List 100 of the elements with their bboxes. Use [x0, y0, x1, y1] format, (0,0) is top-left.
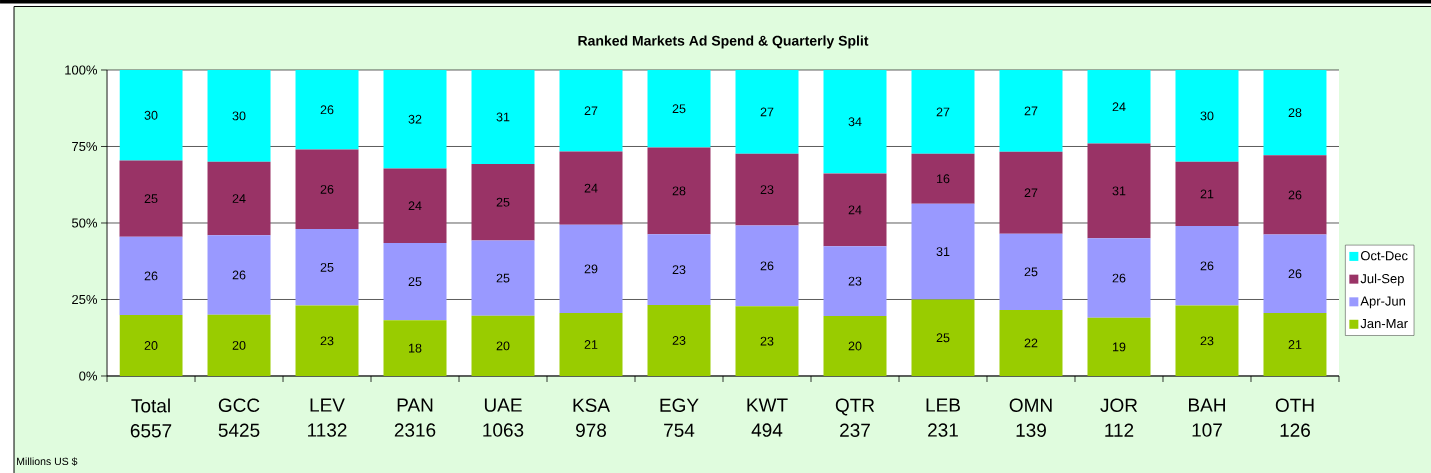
- data-label: 23: [672, 265, 686, 275]
- x-tick-label: LEB 231: [926, 398, 960, 437]
- bar: [383, 320, 447, 376]
- data-label: 20: [232, 340, 246, 350]
- bar: [559, 224, 623, 313]
- bar: [911, 153, 975, 204]
- data-label: 19: [1113, 342, 1126, 352]
- bar: [1175, 226, 1239, 306]
- bar: [647, 147, 711, 235]
- data-label: 26: [320, 105, 334, 115]
- data-label: 25: [144, 194, 158, 204]
- data-label: 24: [1112, 102, 1126, 112]
- data-label: 21: [1288, 340, 1302, 349]
- bar: [559, 312, 623, 376]
- bar: [471, 240, 535, 316]
- bar: [1263, 155, 1327, 235]
- bar: [911, 203, 975, 300]
- data-label: 23: [1200, 336, 1214, 346]
- data-label: 28: [1288, 108, 1302, 118]
- bar: [295, 229, 359, 306]
- data-label: 23: [848, 276, 862, 286]
- bar: [1087, 238, 1151, 318]
- data-label: 23: [760, 185, 774, 195]
- x-tick-label: UAE 1063: [483, 398, 524, 437]
- data-label: 20: [144, 341, 158, 350]
- data-label: 26: [1112, 273, 1126, 283]
- data-label: 31: [496, 112, 510, 122]
- bar: [383, 242, 447, 321]
- data-label: 22: [1024, 338, 1038, 348]
- chart-title: Ranked Markets Ad Spend & Quarterly Split: [578, 35, 869, 49]
- x-tick-label: KWT 494: [747, 398, 788, 437]
- data-label: 21: [1200, 189, 1214, 199]
- bar: [911, 69, 975, 154]
- bar: [823, 173, 887, 247]
- bar: [1087, 143, 1151, 239]
- data-label: 18: [409, 343, 422, 353]
- bar: [471, 69, 535, 164]
- legend-label: Oct-Dec: [1360, 251, 1408, 261]
- y-tick-label: 25%: [72, 294, 98, 305]
- data-label: 32: [408, 114, 422, 124]
- bar: [559, 69, 623, 152]
- data-label: 27: [760, 107, 774, 117]
- bar: [471, 315, 535, 376]
- bar: [647, 69, 711, 148]
- data-label: 23: [672, 336, 686, 345]
- data-label: 25: [320, 262, 334, 272]
- legend-label: Jul-Sep: [1360, 273, 1404, 286]
- data-label: 28: [672, 186, 686, 196]
- data-label: 27: [936, 107, 950, 117]
- bar: [1087, 69, 1151, 144]
- data-label: 24: [232, 194, 246, 203]
- data-label: 20: [496, 341, 510, 351]
- bar: [1263, 234, 1327, 313]
- x-tick-label: KSA 978: [573, 398, 610, 437]
- bar: [999, 233, 1063, 310]
- data-label: 26: [232, 270, 246, 280]
- x-tick-label: OMN 139: [1009, 398, 1052, 437]
- data-label: 21: [584, 340, 598, 349]
- data-label: 23: [760, 336, 774, 346]
- bar: [471, 163, 535, 241]
- x-tick-label: BAH 107: [1189, 398, 1225, 437]
- bar: [383, 168, 447, 243]
- bar: [119, 315, 183, 376]
- x-tick-label: Total 6557: [130, 398, 172, 438]
- data-label: 24: [584, 183, 598, 193]
- data-label: 31: [1112, 186, 1126, 196]
- y-tick-label: 50%: [71, 218, 98, 228]
- data-label: 34: [848, 117, 862, 127]
- data-label: 24: [848, 205, 862, 215]
- bar: [119, 236, 183, 316]
- bar: [1263, 312, 1327, 376]
- y-tick-label: 75%: [72, 141, 98, 152]
- data-label: 16: [937, 174, 950, 184]
- x-tick-label: PAN 2316: [394, 398, 436, 437]
- data-label: 26: [1288, 269, 1302, 279]
- bar: [999, 69, 1063, 152]
- data-label: 30: [144, 110, 158, 120]
- x-tick-label: JOR 112: [1100, 398, 1138, 437]
- bar: [911, 299, 975, 376]
- data-label: 26: [1288, 190, 1302, 200]
- bar: [559, 151, 623, 225]
- bar: [207, 235, 271, 315]
- data-label: 29: [584, 264, 598, 274]
- data-label: 27: [1024, 188, 1038, 198]
- bar: [207, 161, 271, 236]
- data-label: 26: [320, 184, 334, 194]
- legend-label: Jan-Mar: [1360, 319, 1408, 329]
- bar: [119, 69, 183, 161]
- data-label: 26: [144, 271, 158, 281]
- text: Millions US $: [17, 457, 78, 466]
- data-label: 23: [320, 336, 334, 346]
- bar: [823, 316, 887, 376]
- x-tick-label: LEV 1132: [308, 398, 347, 437]
- data-label: 25: [672, 104, 686, 114]
- data-label: 25: [936, 333, 950, 343]
- bar: [999, 151, 1063, 234]
- y-tick-label: 100%: [65, 65, 98, 75]
- data-label: 26: [760, 261, 774, 271]
- bar: [1175, 305, 1239, 376]
- legend-label: Apr-Jun: [1360, 296, 1406, 309]
